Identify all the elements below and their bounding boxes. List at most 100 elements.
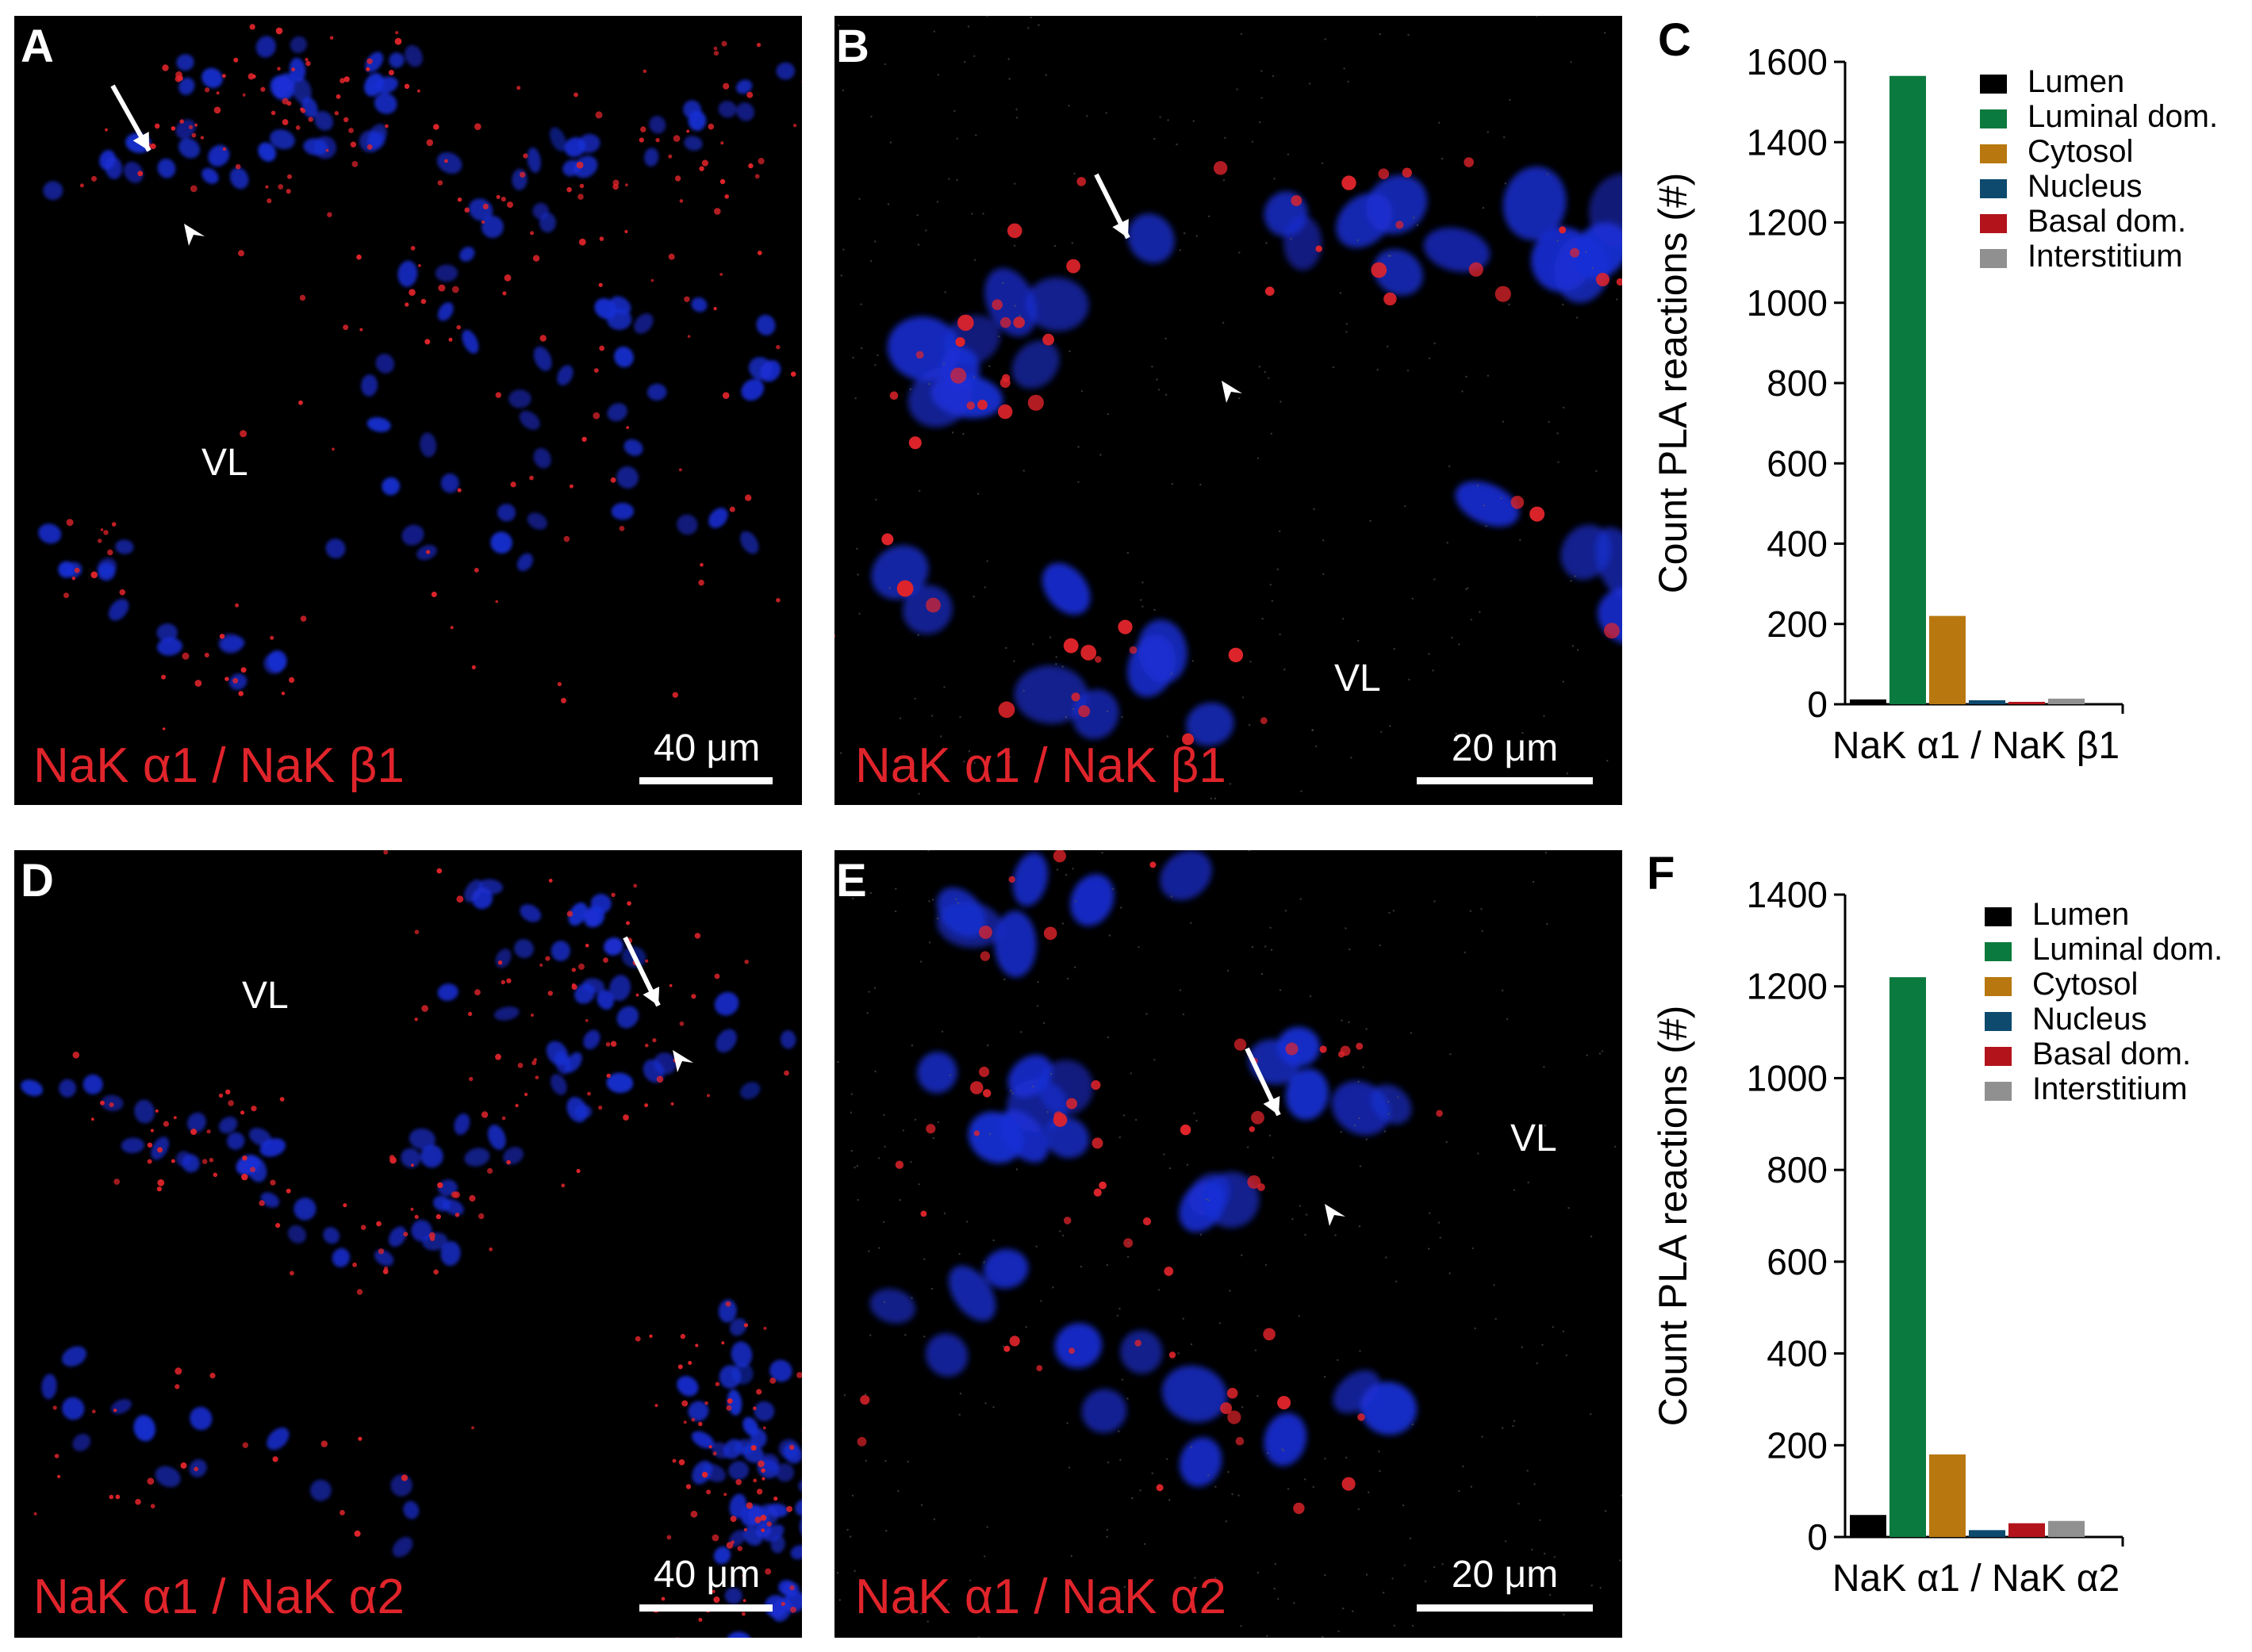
micrograph-panel-d: D VL NaK α1 / NaK α2 40 μm (14, 850, 802, 1638)
y-tick-label: 1600 (1747, 41, 1828, 82)
legend-swatch (1980, 109, 2007, 128)
bar-nucleus (1969, 1530, 2005, 1537)
y-tick-label: 600 (1767, 1241, 1828, 1282)
y-tick-label: 0 (1807, 1516, 1828, 1558)
bar-chart-f: Count PLA reactions (#) 0 200 400 600 800 1000… (1642, 849, 2252, 1642)
y-tick-label: 1400 (1747, 121, 1828, 163)
x-category-label: NaK α1 / NaK α2 (1832, 1558, 2120, 1600)
y-tick-label: 1200 (1747, 202, 1828, 243)
bar-nucleus (1969, 700, 2005, 704)
bar-lumen (1850, 699, 1886, 704)
legend-label: Cytosol (2032, 967, 2138, 1002)
arrow-icon (623, 936, 661, 1007)
bar-interstitium (2048, 698, 2085, 704)
panel-caption-e: NaK α1 / NaK α2 (855, 1570, 1226, 1624)
y-tick-label: 1400 (1747, 874, 1828, 915)
legend-label: Luminal dom. (2032, 932, 2223, 967)
micrograph-panel-e: E VL NaK α1 / NaK α2 20 μm (834, 850, 1622, 1638)
panel-caption-b: NaK α1 / NaK β1 (855, 738, 1226, 793)
arrow-icon (110, 84, 152, 152)
bar-cytosol (1929, 615, 1966, 704)
panel-label-a: A (21, 21, 54, 72)
y-tick-label: 1200 (1747, 966, 1828, 1007)
bar-basal-dom (2008, 1523, 2045, 1537)
legend-swatch (1985, 1082, 2012, 1101)
bar-chart-c: Count PLA reactions (#) 0 200 400 600 800 1000… (1642, 16, 2252, 809)
y-tick-label: 400 (1767, 1333, 1828, 1374)
nuclei-layer (871, 166, 1622, 746)
legend-label: Nucleus (2032, 1002, 2147, 1037)
bar-luminal-dom (1889, 977, 1926, 1537)
y-tick-label: 200 (1767, 604, 1828, 645)
legend-swatch (1980, 179, 2007, 198)
panel-label-c: C (1658, 14, 1691, 66)
scalebar-a (639, 777, 773, 784)
legend-label: Luminal dom. (2028, 99, 2218, 134)
arrowhead-icon (1222, 381, 1242, 403)
scalebar-label-e: 20 μm (1451, 1554, 1559, 1596)
legend-swatch (1985, 907, 2012, 926)
panel-caption-d: NaK α1 / NaK α2 (33, 1570, 405, 1624)
legend-swatch (1980, 144, 2007, 163)
scalebar-e (1417, 1604, 1593, 1612)
micrograph-panel-b: B VL NaK α1 / NaK β1 20 μm (834, 16, 1622, 805)
y-tick-label: 400 (1767, 523, 1828, 565)
panel-label-d: D (21, 855, 54, 906)
micrograph-image-b (834, 16, 1622, 800)
legend-label: Interstitium (2028, 239, 2183, 274)
lumen-label-e: VL (1510, 1117, 1557, 1159)
bar-interstitium (2048, 1520, 2085, 1537)
legend-swatch (1985, 1012, 2012, 1031)
legend-label: Lumen (2028, 64, 2124, 99)
legend-label: Lumen (2032, 897, 2129, 932)
scalebar-label-a: 40 μm (653, 727, 761, 769)
legend-swatch (1985, 977, 2012, 996)
legend-swatch (1980, 249, 2007, 268)
legend-swatch (1980, 75, 2007, 94)
legend-label: Interstitium (2032, 1071, 2188, 1106)
x-category-label: NaK α1 / NaK β1 (1832, 725, 2120, 767)
y-tick-label: 800 (1767, 362, 1828, 404)
bar-cytosol (1929, 1454, 1966, 1537)
arrowhead-icon (184, 224, 205, 246)
legend-swatch (1985, 1047, 2012, 1066)
y-tick-label: 800 (1767, 1149, 1828, 1190)
legend-swatch (1985, 942, 2012, 961)
arrow-icon (1094, 173, 1130, 240)
legend-label: Cytosol (2028, 134, 2133, 169)
micrograph-image-d (21, 850, 802, 1638)
scalebar-label-b: 20 μm (1451, 727, 1559, 769)
y-tick-label: 200 (1767, 1424, 1828, 1466)
lumen-label-d: VL (242, 975, 289, 1017)
y-tick-label: 1000 (1747, 282, 1828, 324)
legend-swatch (1980, 214, 2007, 233)
y-tick-label: 0 (1807, 684, 1828, 725)
legend-label: Basal dom. (2032, 1037, 2191, 1071)
panel-label-f: F (1647, 848, 1675, 899)
scalebar-label-d: 40 μm (653, 1554, 761, 1596)
bar-luminal-dom (1889, 75, 1926, 704)
y-tick-label: 600 (1767, 443, 1828, 484)
arrowhead-icon (1325, 1204, 1345, 1226)
y-axis-label: Count PLA reactions (#) (1651, 1006, 1695, 1427)
micrograph-image-a (38, 24, 802, 730)
legend-label: Basal dom. (2028, 204, 2186, 239)
arrow-icon (1245, 1047, 1281, 1117)
lumen-label-a: VL (201, 442, 248, 484)
nuclei-layer (869, 850, 1418, 1487)
scalebar-d (639, 1604, 773, 1612)
panel-label-b: B (836, 21, 869, 72)
arrowhead-icon (673, 1050, 693, 1072)
bar-basal-dom (2008, 701, 2045, 704)
y-axis-label: Count PLA reactions (#) (1651, 173, 1695, 594)
y-tick-label: 1000 (1747, 1057, 1828, 1098)
panel-label-e: E (836, 855, 867, 906)
micrograph-image-e (836, 850, 1622, 1638)
nuclei-layer (38, 36, 796, 690)
panel-caption-a: NaK α1 / NaK β1 (33, 738, 405, 793)
scalebar-b (1417, 777, 1593, 784)
lumen-label-b: VL (1334, 657, 1381, 700)
nuclei-layer (21, 879, 802, 1638)
legend-label: Nucleus (2028, 169, 2143, 204)
bar-lumen (1850, 1515, 1886, 1537)
